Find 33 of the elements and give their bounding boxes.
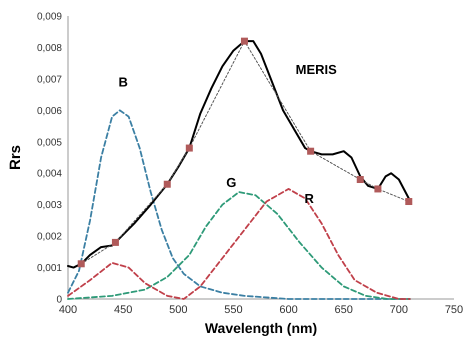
y-tick-label: 0,003 [36,200,62,212]
annotation: MERIS [296,62,338,78]
y-axis-title: Rrs [7,144,24,170]
point [112,238,119,246]
point [405,198,412,206]
y-tick-label: 0,001 [36,263,62,274]
x-tick-label: 700 [390,304,408,316]
y-tick-label: 0,005 [36,137,62,148]
y-tick-label: 0,009 [36,12,62,22]
point [164,180,171,188]
annotation: B [118,74,128,90]
x-tick-label: 450 [114,304,132,316]
y-tick-label: 0,007 [36,74,62,86]
x-tick-label: 550 [224,304,243,316]
point [356,176,364,184]
y-tick-label: 0 [56,294,62,306]
point [78,260,85,268]
x-tick-label: 750 [444,304,464,316]
x-tick-label: 600 [279,304,298,316]
point [186,144,193,152]
y-tick-label: 0,002 [36,232,62,243]
x-tick-label: 500 [169,304,188,316]
x-tick-label: 650 [334,304,353,316]
x-axis-title: Wavelength (nm) [204,320,318,336]
annotation: R [304,190,315,206]
point [307,148,314,155]
point [374,185,382,192]
point [240,38,248,45]
y-tick-label: 0,008 [36,42,62,54]
x-tick-label: 400 [58,304,78,316]
annotation: G [226,175,236,190]
y-tick-label: 0,004 [36,168,62,180]
y-tick-label: 0,006 [36,106,62,117]
